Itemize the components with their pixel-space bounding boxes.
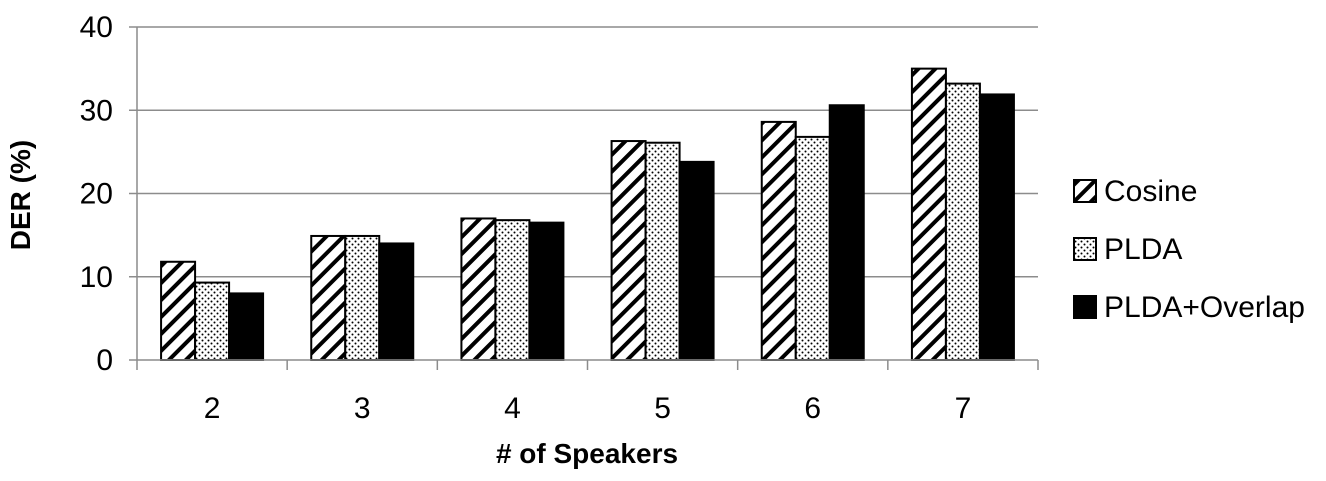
legend-label-plda: PLDA bbox=[1104, 233, 1182, 266]
gridlines bbox=[137, 26, 1038, 278]
x-tick-label: 7 bbox=[955, 392, 972, 425]
legend-label-cosine: Cosine bbox=[1104, 175, 1197, 208]
y-tick-label: 20 bbox=[80, 178, 113, 211]
bar-plda-2 bbox=[194, 281, 231, 362]
bar-cosine-5 bbox=[610, 140, 647, 361]
bar-plda-overlap-6 bbox=[828, 104, 865, 361]
bar-plda-6 bbox=[794, 135, 831, 361]
bar-plda-4 bbox=[494, 219, 531, 361]
x-tick-label: 2 bbox=[204, 392, 221, 425]
bar-plda-overlap-3 bbox=[378, 242, 415, 361]
bar-plda-overlap-5 bbox=[678, 160, 715, 361]
y-tick-label: 40 bbox=[80, 11, 113, 44]
bar-cosine-6 bbox=[760, 120, 797, 361]
bar-plda-3 bbox=[344, 234, 381, 362]
bars bbox=[160, 67, 1015, 362]
legend-swatch-plda bbox=[1073, 237, 1097, 261]
y-tick-label: 30 bbox=[80, 94, 113, 127]
x-tick-labels: 2 3 4 5 6 7 bbox=[204, 392, 972, 425]
bar-cosine-2 bbox=[160, 260, 197, 362]
bar-plda-5 bbox=[644, 141, 681, 361]
x-tick-label: 3 bbox=[354, 392, 371, 425]
legend-swatch-cosine bbox=[1073, 179, 1097, 203]
y-tick-label: 10 bbox=[80, 261, 113, 294]
axes bbox=[129, 26, 1039, 370]
x-tick-label: 6 bbox=[804, 392, 821, 425]
x-tick-label: 4 bbox=[504, 392, 521, 425]
y-tick-label: 0 bbox=[96, 344, 113, 377]
bar-cosine-7 bbox=[910, 67, 947, 361]
legend-label-plda-overlap: PLDA+Overlap bbox=[1104, 291, 1305, 324]
bar-plda-overlap-2 bbox=[228, 292, 265, 361]
bar-plda-overlap-4 bbox=[528, 221, 565, 361]
bar-cosine-4 bbox=[460, 217, 497, 361]
bar-cosine-3 bbox=[310, 234, 347, 362]
legend-swatch-plda-overlap bbox=[1073, 295, 1097, 319]
bar-plda-7 bbox=[944, 82, 981, 362]
y-axis-title: DER (%) bbox=[5, 140, 36, 250]
x-tick-label: 5 bbox=[654, 392, 671, 425]
y-tick-labels: 0 10 20 30 40 bbox=[80, 11, 113, 377]
bar-plda-overlap-7 bbox=[978, 93, 1015, 362]
x-axis-title: # of Speakers bbox=[496, 438, 678, 469]
legend: Cosine PLDA PLDA+Overlap bbox=[1073, 175, 1305, 324]
